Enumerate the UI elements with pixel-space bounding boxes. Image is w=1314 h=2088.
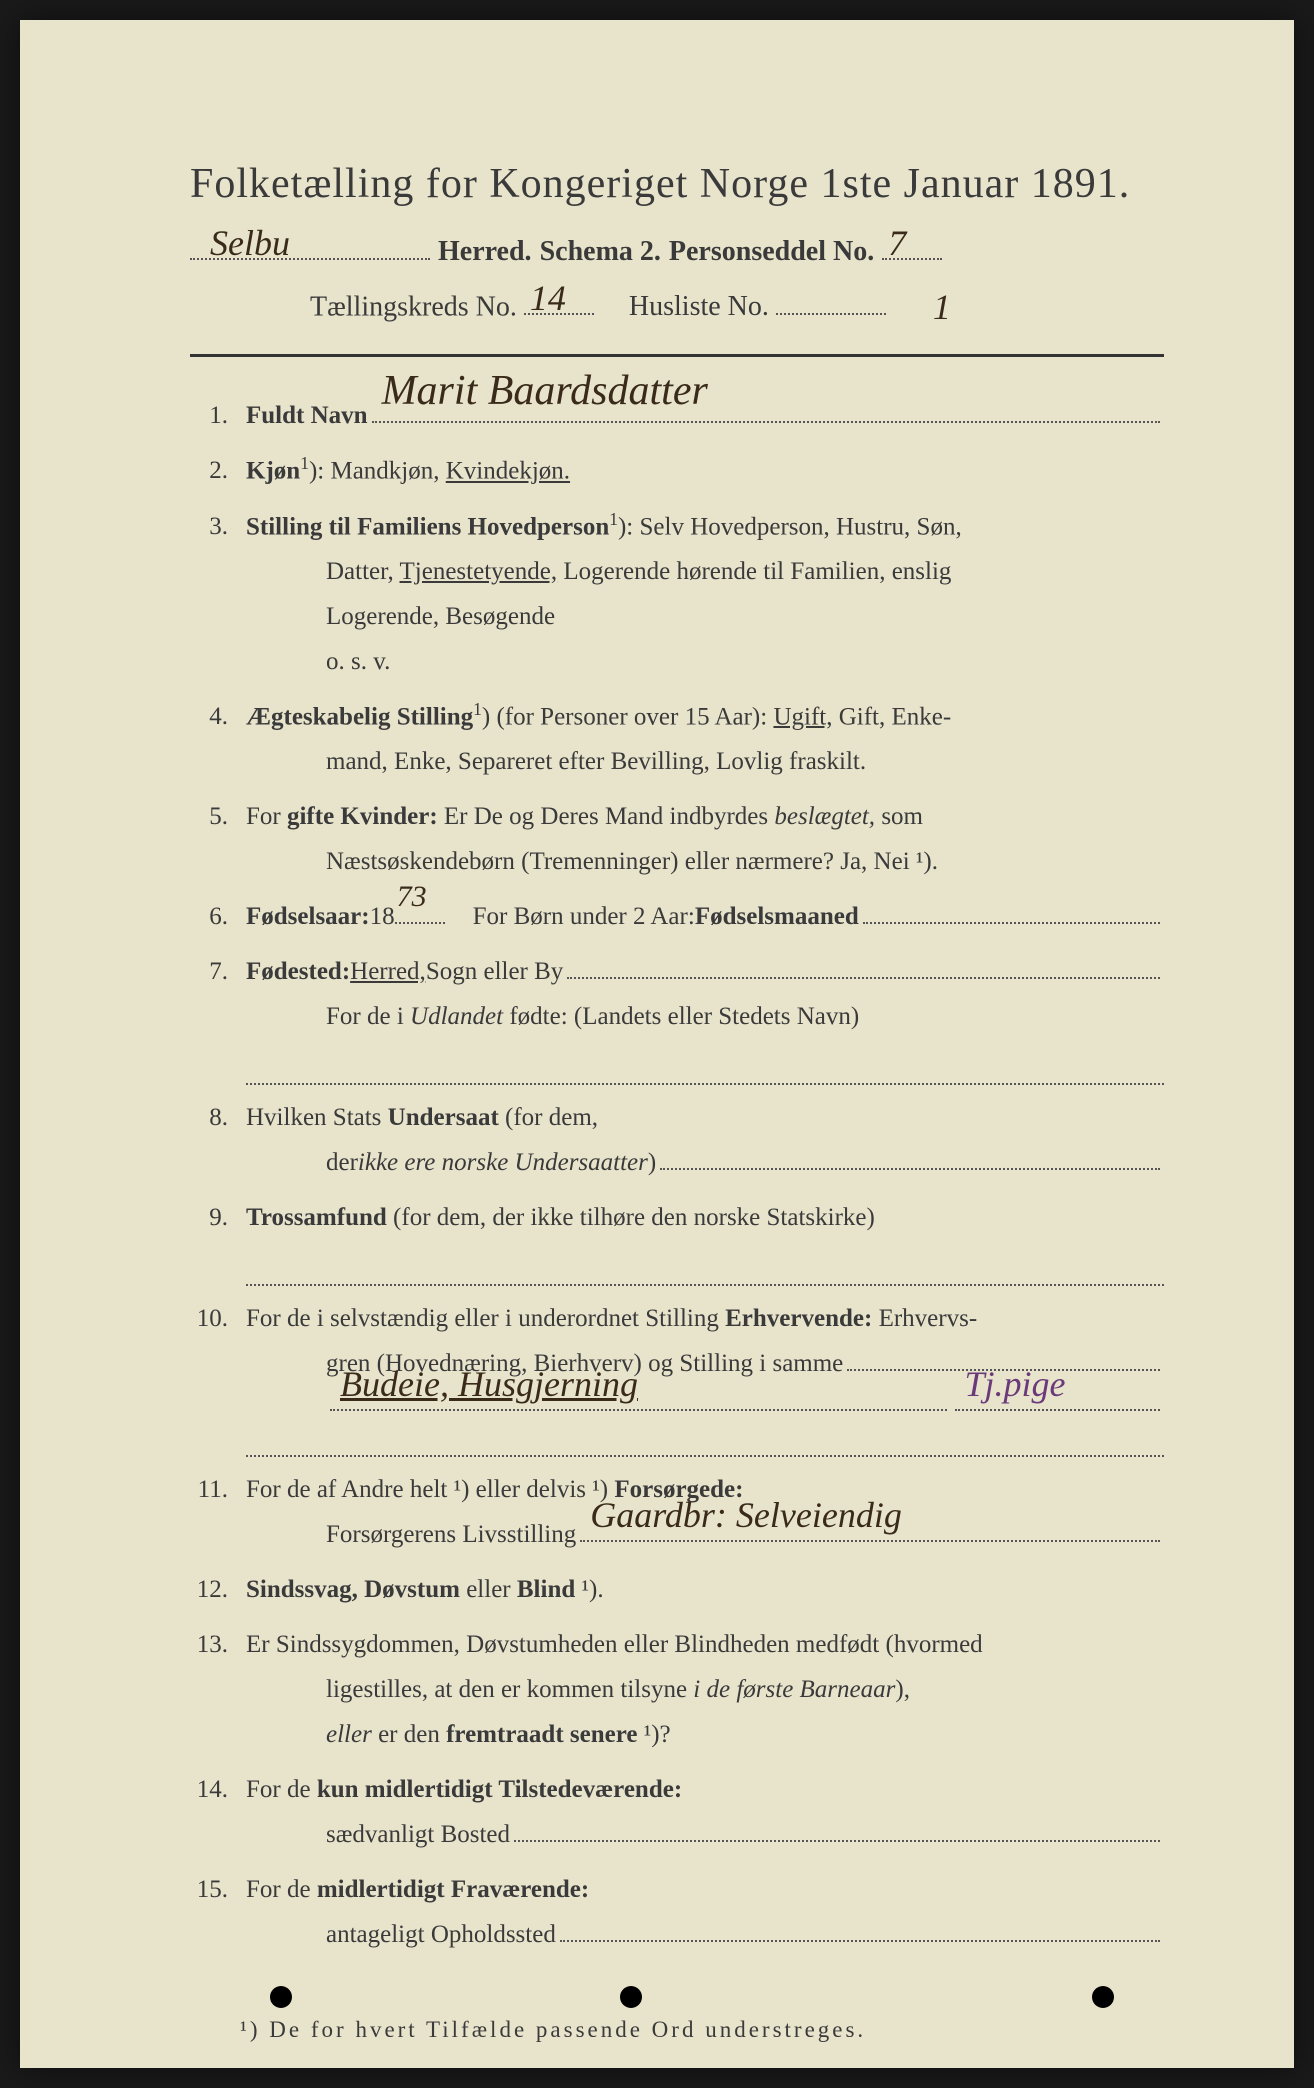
kvindekjon-underlined: Kvindekjøn. [446, 458, 570, 485]
kreds-no: 14 [530, 277, 566, 319]
item-1: 1. Fuldt Navn Marit Baardsdatter [190, 393, 1164, 438]
census-form-page: Folketælling for Kongeriget Norge 1ste J… [20, 20, 1294, 2068]
item-9: 9. Trossamfund (for dem, der ikke tilhør… [190, 1195, 1164, 1286]
item-12: 12. Sindssvag, Døvstum eller Blind ¹). [190, 1567, 1164, 1612]
item-6: 6. Fødselsaar: 1873 For Børn under 2 Aar… [190, 894, 1164, 939]
tjenestetyende-underlined: Tjenestetyende, [400, 558, 558, 585]
main-title: Folketælling for Kongeriget Norge 1ste J… [190, 160, 1164, 208]
personseddel-label: Personseddel No. [669, 236, 874, 268]
item-3: 3. Stilling til Familiens Hovedperson1):… [190, 504, 1164, 684]
herred-underlined: Herred, [350, 949, 426, 994]
ugift-underlined: Ugift, [773, 703, 832, 730]
item-5: 5. For gifte Kvinder: Er De og Deres Man… [190, 794, 1164, 884]
herred-handwritten: Selbu [210, 222, 290, 264]
birthyear-hw: 73 [397, 870, 427, 924]
item-4: 4. Ægteskabelig Stilling1) (for Personer… [190, 694, 1164, 784]
inkblot-icon [1092, 1986, 1114, 2008]
inkblot-icon [270, 1986, 292, 2008]
schema-label: Schema 2. [540, 236, 661, 268]
item-13: 13. Er Sindssygdommen, Døvstumheden elle… [190, 1622, 1164, 1757]
form-header: Folketælling for Kongeriget Norge 1ste J… [190, 160, 1164, 324]
name-handwritten: Marit Baardsdatter [382, 354, 708, 430]
kreds-row: Tællingskreds No. 14 Husliste No. 1 [310, 282, 1164, 325]
herred-row: Selbu Herred. Schema 2. Personseddel No.… [190, 226, 1164, 268]
fuldt-navn-label: Fuldt Navn [246, 393, 368, 438]
provider-hw: Gaardbr: Selveiendig [590, 1483, 902, 1548]
item-11: 11. For de af Andre helt ¹) eller delvis… [190, 1467, 1164, 1557]
husliste-no: 1 [933, 286, 951, 328]
kreds-label: Tællingskreds No. [310, 291, 517, 322]
item-2: 2. Kjøn1): Mandkjøn, Kvindekjøn. [190, 448, 1164, 493]
occupation-hw1: Budeie, Husgjerning [340, 1352, 638, 1417]
item-7: 7. Fødested: Herred, Sogn eller By For d… [190, 949, 1164, 1085]
form-items: 1. Fuldt Navn Marit Baardsdatter 2. Kjøn… [190, 393, 1164, 1957]
footnote: ¹) De for hvert Tilfælde passende Ord un… [190, 2017, 1164, 2043]
item-14: 14. For de kun midlertidigt Tilstedevære… [190, 1767, 1164, 1857]
husliste-label: Husliste No. [629, 291, 769, 322]
personseddel-no: 7 [888, 222, 906, 264]
item-8: 8. Hvilken Stats Undersaat (for dem, der… [190, 1095, 1164, 1185]
inkblot-icon [620, 1986, 642, 2008]
item-15: 15. For de midlertidigt Fraværende: anta… [190, 1867, 1164, 1957]
herred-label: Herred. [438, 236, 532, 268]
occupation-hw2: Tj.pige [965, 1352, 1066, 1417]
item-10: 10. For de i selvstændig eller i underor… [190, 1296, 1164, 1457]
